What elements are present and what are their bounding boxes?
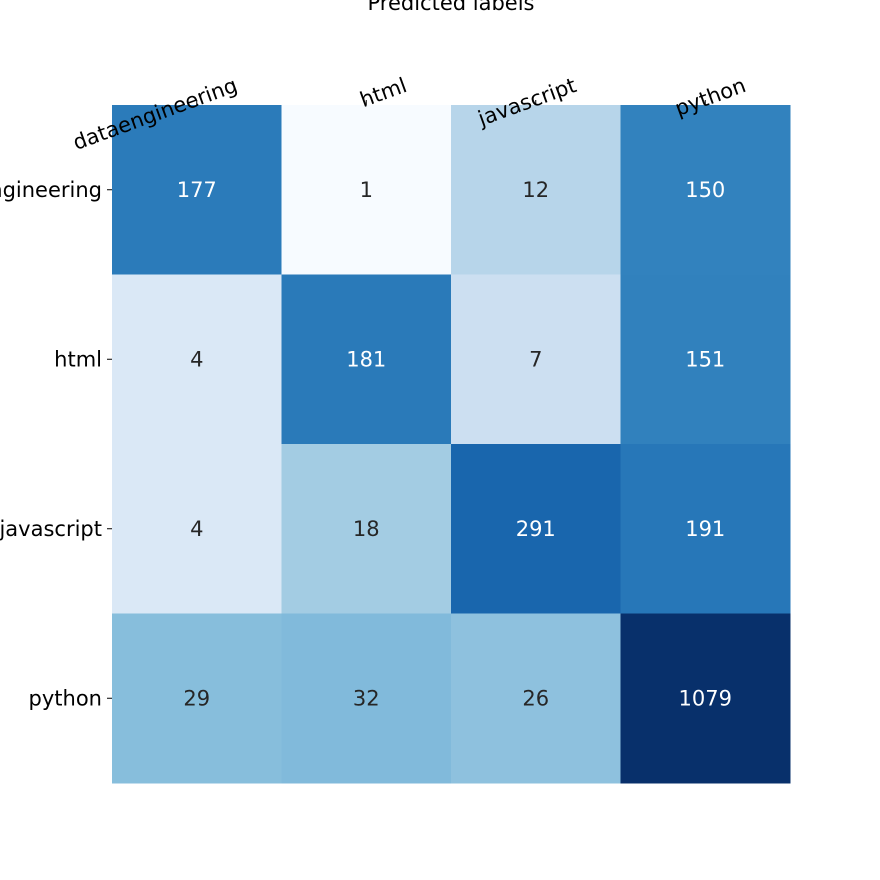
cell-value-label: 291: [516, 517, 556, 541]
cell-value-label: 150: [685, 178, 725, 202]
heatmap-cell: [620, 105, 791, 275]
heatmap-cell: [112, 613, 282, 784]
cell-value-label: 26: [522, 686, 549, 710]
y-tick-label: dataengineering: [0, 178, 102, 202]
heatmap-cell: [112, 444, 282, 614]
y-axis-ticks: dataengineering html javascript python: [0, 178, 112, 710]
heatmap-cell: [281, 613, 452, 784]
cell-value-label: 181: [346, 347, 386, 371]
heatmap-cell: [620, 274, 791, 445]
cell-value-label: 1079: [679, 686, 732, 710]
heatmap-cell: [620, 613, 791, 784]
y-tick-label: html: [54, 347, 102, 371]
cell-value-label: 151: [685, 347, 725, 371]
y-tick-label: javascript: [0, 517, 102, 541]
heatmap-cell: [451, 444, 621, 614]
cell-value-label: 12: [522, 178, 549, 202]
heatmap-cell: [281, 105, 452, 275]
cell-value-label: 29: [183, 686, 210, 710]
x-axis-title: Predicted labels: [368, 0, 535, 15]
cell-value-label: 191: [685, 517, 725, 541]
cell-value-label: 7: [529, 347, 542, 371]
heatmap-cell: [112, 105, 282, 275]
cell-value-label: 177: [177, 178, 217, 202]
cell-value-label: 4: [190, 347, 203, 371]
cell-value-label: 4: [190, 517, 203, 541]
heatmap-cells: 177 1 12 150 4 181 7 151 4 18 291 191 29 32 26 1079: [112, 105, 791, 784]
cell-value-label: 32: [353, 686, 380, 710]
heatmap-cell: [112, 274, 282, 445]
heatmap-cell: [451, 274, 621, 445]
cell-value-label: 18: [353, 517, 380, 541]
heatmap-cell: [281, 444, 452, 614]
heatmap-cell: [451, 613, 621, 784]
cell-value-label: 1: [360, 178, 373, 202]
heatmap-cell: [620, 444, 791, 614]
heatmap-cell: [281, 274, 452, 445]
y-tick-label: python: [29, 686, 102, 710]
heatmap-cell: [451, 105, 621, 275]
